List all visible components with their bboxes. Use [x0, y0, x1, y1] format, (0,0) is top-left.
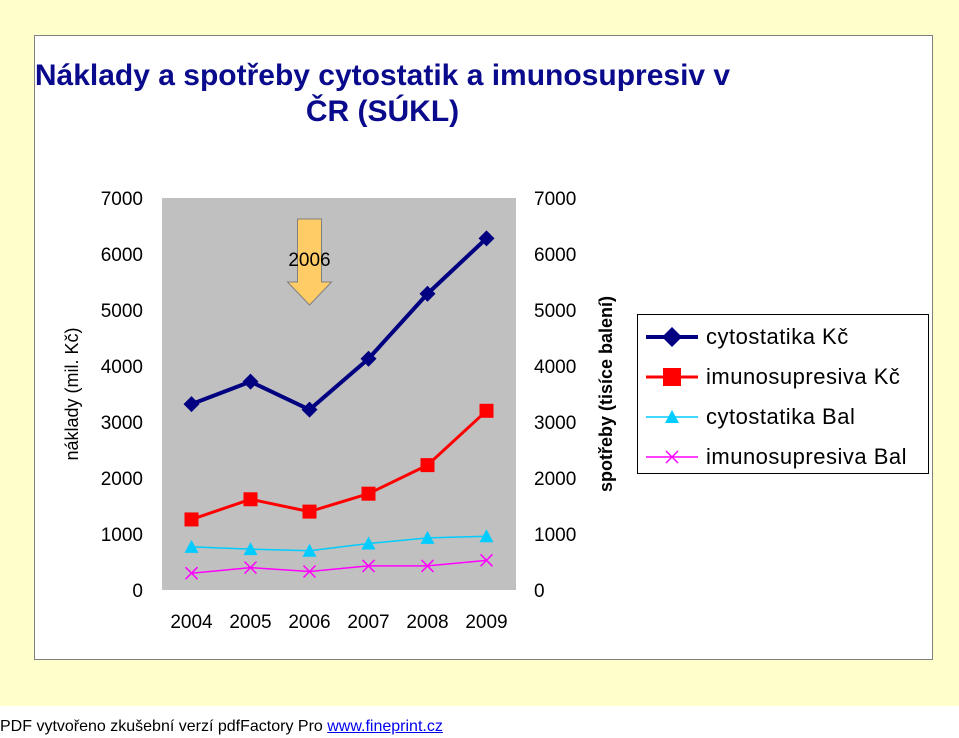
- y-tick-label: 3000: [101, 413, 143, 434]
- series-4-point: [302, 564, 317, 579]
- annotation-label: 2006: [288, 250, 330, 271]
- series-4-point-stroke-b: [243, 561, 258, 575]
- series-4-point-stroke-b: [302, 564, 317, 579]
- footer: PDF vytvořeno zkušební verzí pdfFactory …: [0, 718, 443, 736]
- series-4-point: [420, 559, 435, 573]
- series-2-point: [420, 458, 435, 473]
- y-tick-label: 7000: [101, 189, 143, 210]
- legend-swatch-marker: [665, 410, 679, 423]
- legend-item: imunosupresiva Kč: [638, 362, 928, 392]
- series-3-point: [184, 539, 199, 553]
- y2-tick-label: 1000: [534, 525, 576, 546]
- series-4-point-stroke-b: [479, 553, 494, 567]
- series-1-point: [419, 285, 436, 302]
- series-1-point: [242, 373, 259, 390]
- series-4-point-stroke-b: [361, 559, 376, 573]
- y2-axis-title: spotřeby (tisíce balení): [596, 296, 616, 492]
- y2-tick-label: 6000: [534, 245, 576, 266]
- series-2-point: [361, 486, 376, 501]
- x-tick-label: 2007: [347, 612, 389, 633]
- y-tick-label: 0: [132, 581, 143, 602]
- y2-tick-label: 3000: [534, 413, 576, 434]
- down-arrow-icon: [286, 218, 333, 306]
- chart-title: Náklady a spotřeby cytostatik a imunosup…: [34, 59, 731, 128]
- series-1-point: [360, 350, 377, 367]
- y-axis-title: náklady (mil. Kč): [62, 327, 82, 460]
- series-2-point: [184, 512, 199, 527]
- legend-item: imunosupresiva Bal: [638, 442, 928, 472]
- legend-swatch-marker: [665, 450, 679, 464]
- legend-swatch: [646, 450, 698, 464]
- series-3-point: [479, 529, 494, 543]
- legend-label: cytostatika Kč: [706, 324, 849, 349]
- y-tick-label: 5000: [101, 301, 143, 322]
- series-2-point: [243, 492, 258, 507]
- series-4-point: [361, 559, 376, 573]
- y-tick-label: 1000: [101, 525, 143, 546]
- legend-swatch: [646, 327, 698, 347]
- y2-tick-label: 5000: [534, 301, 576, 322]
- series-2-point: [479, 403, 494, 418]
- legend-label: imunosupresiva Bal: [706, 444, 907, 469]
- series-line-1: [190, 236, 488, 412]
- series-4-point: [479, 553, 494, 567]
- series-1-point: [183, 396, 200, 413]
- x-tick-label: 2006: [288, 612, 330, 633]
- series-3-point: [302, 543, 317, 557]
- y-tick-label: 2000: [101, 469, 143, 490]
- legend-label: imunosupresiva Kč: [706, 364, 901, 389]
- legend-swatch-marker: [662, 327, 682, 347]
- footer-link[interactable]: www.fineprint.cz: [327, 718, 443, 735]
- y2-tick-label: 4000: [534, 357, 576, 378]
- series-4-point-stroke-b: [184, 566, 199, 580]
- series-3-point: [361, 536, 376, 550]
- series-3-point: [243, 542, 258, 556]
- series-line-4: [191, 559, 487, 574]
- x-tick-label: 2009: [465, 612, 507, 633]
- legend-swatch: [646, 368, 698, 386]
- legend-swatch: [646, 410, 698, 423]
- series-line-2: [191, 409, 488, 521]
- legend-label: cytostatika Bal: [706, 404, 856, 429]
- legend: cytostatika Kč imunosupresiva Kč cytostati…: [637, 314, 929, 474]
- legend-swatch-marker: [663, 368, 681, 386]
- series-1-point: [478, 230, 495, 247]
- y2-tick-label: 7000: [534, 189, 576, 210]
- y-tick-label: 4000: [101, 357, 143, 378]
- series-line-3: [191, 535, 487, 552]
- series-1-point: [301, 401, 318, 418]
- x-tick-label: 2004: [170, 612, 213, 633]
- series-4-point-stroke-b: [420, 559, 435, 573]
- x-tick-label: 2005: [229, 612, 271, 633]
- legend-swatch-marker-stroke-b: [665, 450, 679, 464]
- legend-item: cytostatika Bal: [638, 402, 928, 432]
- y-tick-label: 6000: [101, 245, 143, 266]
- y2-tick-label: 2000: [534, 469, 576, 490]
- series-3-point: [420, 530, 435, 544]
- series-2-point: [302, 504, 317, 519]
- footer-text: PDF vytvořeno zkušební verzí pdfFactory …: [0, 718, 328, 735]
- x-tick-label: 2008: [406, 612, 448, 633]
- series-4-point: [184, 566, 199, 580]
- series-4-point: [243, 561, 258, 575]
- legend-item: cytostatika Kč: [638, 322, 928, 352]
- y2-tick-label: 0: [534, 581, 545, 602]
